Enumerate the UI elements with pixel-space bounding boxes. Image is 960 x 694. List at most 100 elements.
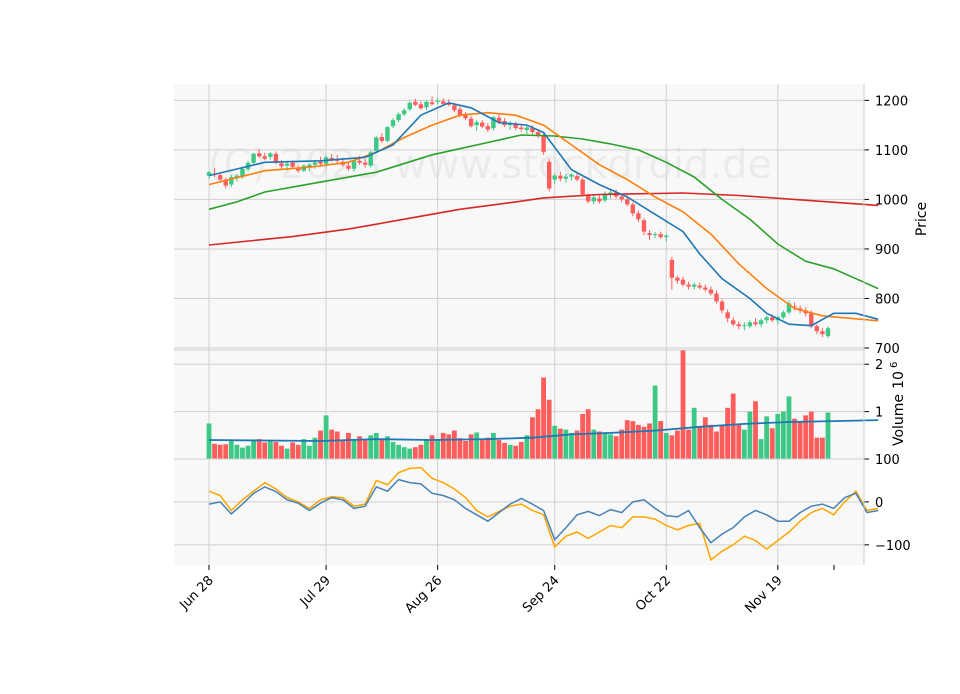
- candle-body: [401, 110, 407, 115]
- candle-body: [396, 114, 401, 121]
- volume-bar: [373, 432, 379, 459]
- oscillator-panel: [174, 459, 864, 565]
- volume-average-line: [208, 419, 879, 442]
- candle-body: [758, 320, 764, 325]
- candle-body: [792, 306, 797, 308]
- candle-body: [273, 153, 279, 163]
- candle-body: [390, 120, 396, 127]
- volume-bar: [485, 437, 491, 459]
- candle-body: [809, 313, 814, 327]
- price-tick-label: 1100: [875, 144, 908, 159]
- volume-bar: [251, 440, 257, 459]
- candle-body: [519, 127, 524, 130]
- candle-body: [206, 172, 212, 176]
- volume-bar: [591, 429, 597, 459]
- candle-body: [418, 104, 424, 109]
- volume-bar: [329, 429, 335, 459]
- volume-tick-label: 2: [875, 358, 883, 373]
- volume-bar: [318, 430, 323, 459]
- oscillator-fast-line: [208, 478, 879, 544]
- volume-bar: [457, 438, 463, 459]
- candle-body: [256, 153, 262, 157]
- candle-body: [770, 317, 775, 321]
- volume-bar: [323, 415, 329, 459]
- candle-body: [251, 153, 256, 163]
- candle-body: [636, 213, 641, 220]
- volume-bar: [301, 439, 307, 459]
- candle-body: [820, 331, 825, 335]
- volume-bar: [474, 432, 480, 459]
- volume-bar: [440, 432, 446, 459]
- candle-body: [697, 285, 702, 288]
- x-tick-label: Nov 19: [742, 573, 785, 616]
- price-series: [206, 96, 879, 339]
- candle-body: [240, 168, 245, 177]
- volume-bar: [803, 415, 809, 459]
- candle-body: [658, 234, 663, 238]
- volume-bar: [613, 436, 619, 459]
- volume-bar: [496, 440, 502, 459]
- volume-bar: [769, 428, 775, 459]
- volume-bar: [680, 350, 686, 459]
- volume-bar: [273, 441, 279, 459]
- volume-bar: [234, 444, 240, 459]
- candle-body: [296, 167, 301, 171]
- volume-bar: [825, 412, 831, 459]
- x-tick-label: Jul 29: [297, 573, 334, 610]
- candle-body: [374, 137, 379, 151]
- volume-bar: [290, 442, 296, 459]
- volume-bar: [663, 432, 669, 459]
- x-tick-label: Jun 28: [177, 573, 217, 613]
- candle-body: [714, 293, 719, 302]
- candle-body: [736, 324, 741, 327]
- volume-bar: [351, 439, 357, 459]
- x-tick-label: Sep 24: [520, 573, 563, 616]
- oscillator-slow-line: [208, 466, 879, 562]
- price-axis-label: Price: [914, 202, 930, 236]
- candle-body: [329, 157, 334, 160]
- volume-bar: [245, 445, 251, 459]
- volume-bar: [736, 424, 742, 459]
- volume-bar: [396, 444, 402, 459]
- candle-body: [223, 179, 228, 186]
- volume-bar: [814, 437, 820, 459]
- candle-body: [491, 117, 496, 129]
- candle-body: [569, 174, 574, 177]
- candle-body: [825, 328, 831, 337]
- volume-bar: [267, 440, 273, 459]
- volume-bar: [563, 429, 569, 459]
- candle-body: [608, 192, 613, 195]
- candle-body: [429, 102, 435, 105]
- candle-body: [641, 220, 647, 232]
- candle-body: [268, 153, 273, 157]
- candle-body: [480, 122, 485, 127]
- candle-body: [541, 135, 546, 152]
- volume-bar: [624, 420, 630, 459]
- volume-bar: [675, 430, 680, 459]
- volume-bar: [719, 424, 725, 459]
- volume-bar: [580, 413, 586, 459]
- candle-body: [217, 175, 223, 180]
- price-tick-label: 1000: [875, 193, 908, 208]
- volume-bar: [228, 440, 234, 459]
- volume-bar: [608, 434, 613, 459]
- candle-body: [413, 101, 418, 105]
- candle-body: [814, 326, 820, 332]
- volume-bar: [357, 436, 362, 459]
- candle-body: [753, 322, 758, 325]
- volume-axis-label: Volume: [891, 394, 907, 446]
- volume-bar: [424, 440, 429, 459]
- candle-body: [318, 161, 323, 164]
- volume-bar: [412, 447, 418, 459]
- volume-bar: [808, 411, 814, 459]
- volume-bar: [647, 423, 652, 459]
- volume-bar: [502, 442, 507, 459]
- price-tick-label: 900: [875, 243, 900, 258]
- volume-scale-base: 10: [891, 371, 907, 389]
- candle-body: [496, 117, 502, 123]
- candle-body: [691, 284, 697, 287]
- volume-bar: [658, 421, 664, 459]
- oscillator-series: [208, 466, 879, 562]
- volume-bar: [429, 435, 435, 459]
- volume-bar: [223, 444, 229, 459]
